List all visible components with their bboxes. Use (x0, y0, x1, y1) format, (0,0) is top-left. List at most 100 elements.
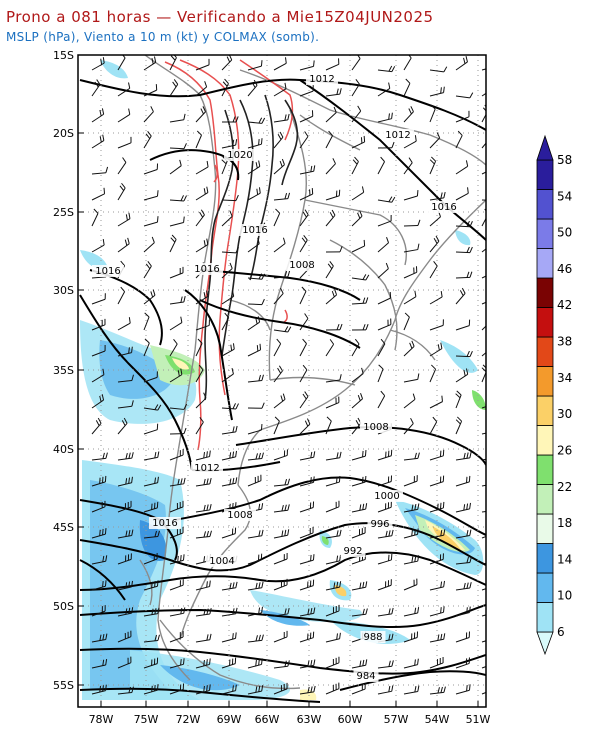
colorbar-segment (536, 307, 554, 338)
wind-barb (117, 212, 131, 227)
wind-barb (247, 237, 260, 253)
wind-barb (143, 106, 154, 123)
wind-barb (325, 289, 338, 305)
wind-barb (481, 484, 486, 487)
wind-barb (325, 58, 340, 71)
wind-barb (195, 392, 207, 409)
wind-barb (273, 529, 290, 539)
wind-barb (481, 325, 486, 331)
wind-barb (117, 317, 131, 331)
wind-barb (299, 418, 311, 435)
wind-barb (195, 477, 212, 487)
wind-barb (273, 237, 286, 253)
wind-barb (351, 79, 360, 97)
isobar-label: 1012 (385, 130, 410, 141)
wind-barb (455, 416, 463, 435)
wind-barb (143, 312, 150, 331)
wind-barb (117, 500, 132, 513)
wind-barb (91, 79, 101, 97)
wind-barb (481, 92, 486, 97)
wind-barb (91, 166, 109, 175)
wind-barb (247, 187, 261, 201)
isobar-label: 1008 (289, 260, 314, 271)
wind-barb (377, 141, 395, 149)
wind-barb (455, 451, 472, 461)
wind-barb (143, 634, 160, 643)
isobar-label: 988 (363, 632, 382, 643)
wind-barb (481, 248, 486, 253)
wind-barb (273, 365, 283, 383)
wind-barb (377, 685, 394, 695)
wind-barb (247, 79, 258, 97)
wind-barb (195, 503, 212, 513)
wind-barb (403, 312, 410, 331)
wind-barb (351, 274, 370, 281)
wind-barb (351, 659, 368, 669)
isobar-label: 1016 (152, 518, 177, 529)
wind-barb (247, 634, 264, 643)
wind-barb (429, 132, 441, 149)
wind-barb (377, 196, 396, 203)
colorbar-segment (536, 277, 554, 308)
wind-barb (117, 374, 134, 383)
wind-barb (481, 432, 486, 435)
wind-barb (117, 286, 126, 305)
wind-barb (221, 247, 239, 254)
wind-barb (91, 500, 106, 513)
wind-barb (325, 106, 337, 123)
wind-barb (455, 502, 471, 513)
lon-label: 72W (176, 713, 201, 726)
wind-barb (403, 578, 418, 591)
wind-barb (247, 658, 263, 669)
wind-barb (403, 78, 411, 97)
wind-barb (247, 160, 261, 175)
wind-barb (403, 135, 417, 149)
wind-barb (429, 580, 446, 591)
wind-barb (273, 326, 292, 333)
isobar-label: 1016 (194, 264, 219, 275)
wind-barb (455, 92, 474, 99)
wind-barb (351, 135, 366, 149)
wind-barb (117, 476, 133, 487)
wind-barb (325, 554, 342, 565)
wind-barb (325, 209, 336, 227)
wind-barb (143, 657, 159, 669)
wind-barb (377, 236, 390, 253)
wind-barb (195, 450, 211, 461)
wind-barb (377, 82, 391, 97)
wind-barb (325, 396, 340, 409)
colorbar-max-tip (536, 134, 554, 161)
wind-barb (91, 57, 105, 71)
wind-barb (429, 529, 446, 539)
wind-barb (403, 243, 420, 253)
wind-barb (195, 658, 211, 669)
wind-barb (169, 631, 184, 643)
wind-barb (403, 157, 413, 175)
wind-barb (455, 582, 472, 591)
isobar-label: 992 (343, 546, 362, 557)
wind-barb (247, 452, 264, 461)
wind-barb (91, 555, 108, 565)
colorbar-label: 42 (557, 298, 572, 312)
wind-barb (455, 130, 463, 149)
wind-barb (91, 659, 108, 669)
wind-barb (299, 110, 314, 123)
wind-barb (143, 580, 159, 591)
wind-barb (195, 238, 209, 253)
lon-label: 60W (338, 713, 363, 726)
wind-barb (429, 66, 448, 73)
wind-barb (143, 423, 159, 435)
colorbar-segment (536, 248, 554, 279)
wind-barb (351, 55, 361, 71)
wind-barb (299, 526, 314, 539)
colorbar-segment (536, 336, 554, 367)
colorbar-segment (536, 218, 554, 249)
wind-barb (247, 374, 264, 383)
isobar-label: 1004 (209, 556, 234, 567)
wind-barb (221, 343, 235, 357)
wind-barb (351, 367, 364, 383)
wind-barb (429, 633, 446, 643)
wind-barb (195, 58, 210, 71)
wind-barb (299, 631, 315, 643)
wind-barb (273, 270, 291, 279)
